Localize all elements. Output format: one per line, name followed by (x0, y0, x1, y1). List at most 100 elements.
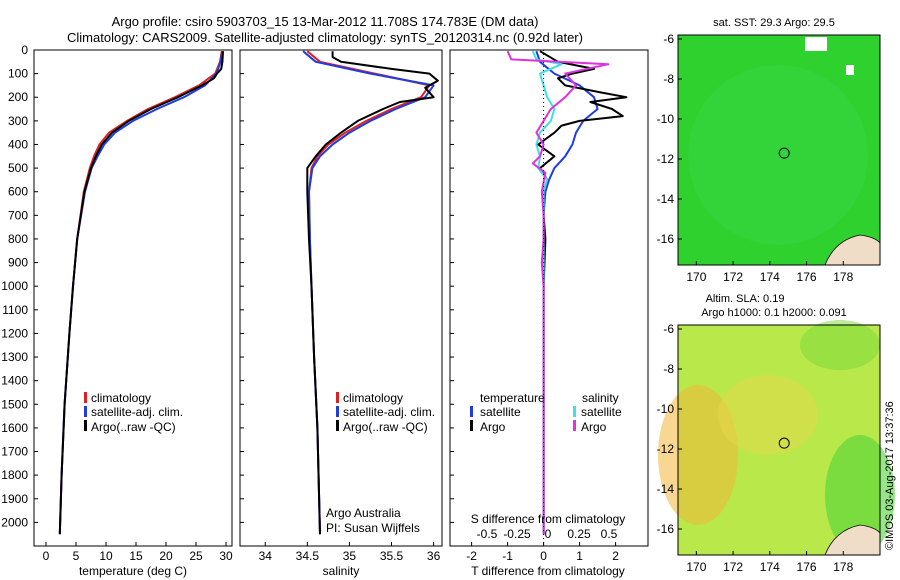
legend-t-satellite-label: satellite (480, 405, 521, 419)
sst-warm-region (688, 65, 868, 245)
depth-tick-label: 400 (8, 137, 28, 151)
x-tick-label: 0 (43, 549, 50, 563)
s-difference-tick-label: 0.5 (601, 527, 618, 541)
legend-satellite-label: satellite-adj. clim. (343, 405, 435, 419)
legend-salinity-header: salinity (582, 391, 619, 405)
sla-high-region (718, 375, 818, 455)
depth-tick-label: 1400 (1, 374, 28, 388)
legend-climatology-label: climatology (343, 391, 403, 405)
x-tick-label: 10 (99, 549, 113, 563)
s-difference-axis-label: S difference from climatology (471, 512, 626, 526)
difference-panel-frame (449, 49, 649, 547)
map-x-tick-label: 170 (686, 270, 706, 284)
depth-tick-labels: 0 100 200 300 400 500 600 700 800 900 1000 1100 1200… (1, 43, 454, 529)
legend-climatology-swatch (336, 392, 339, 403)
map-y-tick-label: -12 (657, 442, 675, 456)
depth-tick-label: 600 (8, 185, 28, 199)
temperature-legend: climatology satellite-adj. clim. Argo(..… (84, 391, 183, 434)
x-tick-label: 0 (540, 549, 547, 563)
salinity-panel-frame (239, 49, 443, 547)
series-line (58, 51, 224, 535)
land-mask (805, 37, 827, 51)
map-x-tick-label: 170 (686, 560, 706, 574)
depth-tick-label: 1500 (1, 397, 28, 411)
argo-position-marker (778, 437, 790, 449)
x-tick-label: 1 (576, 549, 583, 563)
map-x-tick-label: 178 (833, 560, 853, 574)
sst-map-title: sat. SST: 29.3 Argo: 29.5 (713, 17, 835, 29)
map-y-tick-label: -8 (663, 72, 674, 86)
map-y-tick-label: -16 (657, 232, 675, 246)
map-x-tick-label: 176 (797, 560, 817, 574)
depth-tick-label: 200 (8, 90, 28, 104)
depth-tick-label: 1300 (1, 350, 28, 364)
depth-tick-label: 1900 (1, 492, 28, 506)
argo-australia-label: Argo Australia (326, 506, 401, 520)
depth-tick-label: 100 (8, 67, 28, 81)
map-y-tick-label: -10 (657, 112, 675, 126)
s-difference-tick-label: 0 (545, 527, 552, 541)
temperature-panel-frame (33, 49, 233, 547)
x-tick-label: 5 (73, 549, 80, 563)
t-difference-axis-label: T difference from climatology (471, 564, 625, 578)
legend-s-satellite-label: satellite (581, 405, 622, 419)
map-y-tick-label: -8 (663, 362, 674, 376)
x-tick-label: -1 (502, 549, 513, 563)
legend-t-satellite-swatch (470, 406, 473, 417)
depth-tick-label: 900 (8, 256, 28, 270)
sst-map: 170 172 174 176 178 -6 -8 -10 -12 -14 -16 (657, 32, 881, 284)
depth-tick-label: 700 (8, 208, 28, 222)
legend-argo-swatch (84, 420, 87, 431)
legend-satellite-swatch (84, 406, 87, 417)
land-outline (824, 234, 881, 266)
argo-position-marker (778, 147, 790, 159)
x-tick-label: 35.5 (380, 549, 404, 563)
depth-tick-label: 1700 (1, 445, 28, 459)
depth-tick-label: 0 (21, 43, 28, 57)
series-line (531, 50, 563, 535)
x-tick-label: 30 (219, 549, 233, 563)
x-tick-label: -2 (466, 549, 477, 563)
series-group (302, 50, 439, 535)
depth-tick-label: 500 (8, 161, 28, 175)
map-y-tick-label: -16 (657, 522, 675, 536)
figure-title-line-2: Climatology: CARS2009. Satellite-adjuste… (67, 30, 583, 45)
s-difference-tick-label: -0.25 (503, 527, 531, 541)
map-x-tick-label: 172 (723, 270, 743, 284)
sla-map: 170 172 174 176 178 -6 -8 -10 -12 -14 -16 (657, 320, 895, 574)
map-frame (677, 34, 881, 266)
pi-label: PI: Susan Wijffels (326, 521, 420, 535)
map-y-tick-label: -14 (657, 192, 675, 206)
land-mask (846, 65, 854, 75)
depth-tick-label: 1800 (1, 468, 28, 482)
figure-title-line-1: Argo profile: csiro 5903703_15 13-Mar-20… (111, 14, 539, 29)
imos-timestamp: ©IMOS 03-Aug-2017 13:37:36 (884, 401, 896, 550)
series-line (302, 50, 435, 535)
map-y-tick-label: -6 (663, 322, 674, 336)
x-tick-label: 35 (343, 549, 357, 563)
legend-t-argo-swatch (470, 420, 473, 431)
depth-tick-label: 1600 (1, 421, 28, 435)
map-x-tick-label: 176 (797, 270, 817, 284)
map-x-tick-label: 174 (760, 270, 780, 284)
sla-map-title: Altim. SLA: 0.19 (706, 293, 785, 305)
legend-argo-label: Argo(..raw -QC) (343, 420, 428, 434)
x-tick-label: 2 (612, 549, 619, 563)
legend-s-argo-label: Argo (581, 420, 607, 434)
land-outline (824, 524, 881, 556)
salinity-legend: climatology satellite-adj. clim. Argo(..… (336, 391, 435, 434)
depth-tick-label: 1100 (2, 303, 28, 317)
series-line (58, 51, 223, 535)
temperature-axis-label: temperature (deg C) (79, 564, 187, 578)
s-difference-tick-label: -0.5 (477, 527, 498, 541)
sla-low-region (800, 320, 880, 370)
map-frame (677, 324, 881, 556)
depth-tick-label: 300 (8, 114, 28, 128)
map-x-tick-label: 178 (833, 270, 853, 284)
legend-argo-label: Argo(..raw -QC) (91, 420, 176, 434)
legend-climatology-swatch (84, 392, 87, 403)
map-x-tick-label: 174 (760, 560, 780, 574)
series-line (306, 51, 439, 535)
legend-s-argo-swatch (573, 420, 576, 431)
